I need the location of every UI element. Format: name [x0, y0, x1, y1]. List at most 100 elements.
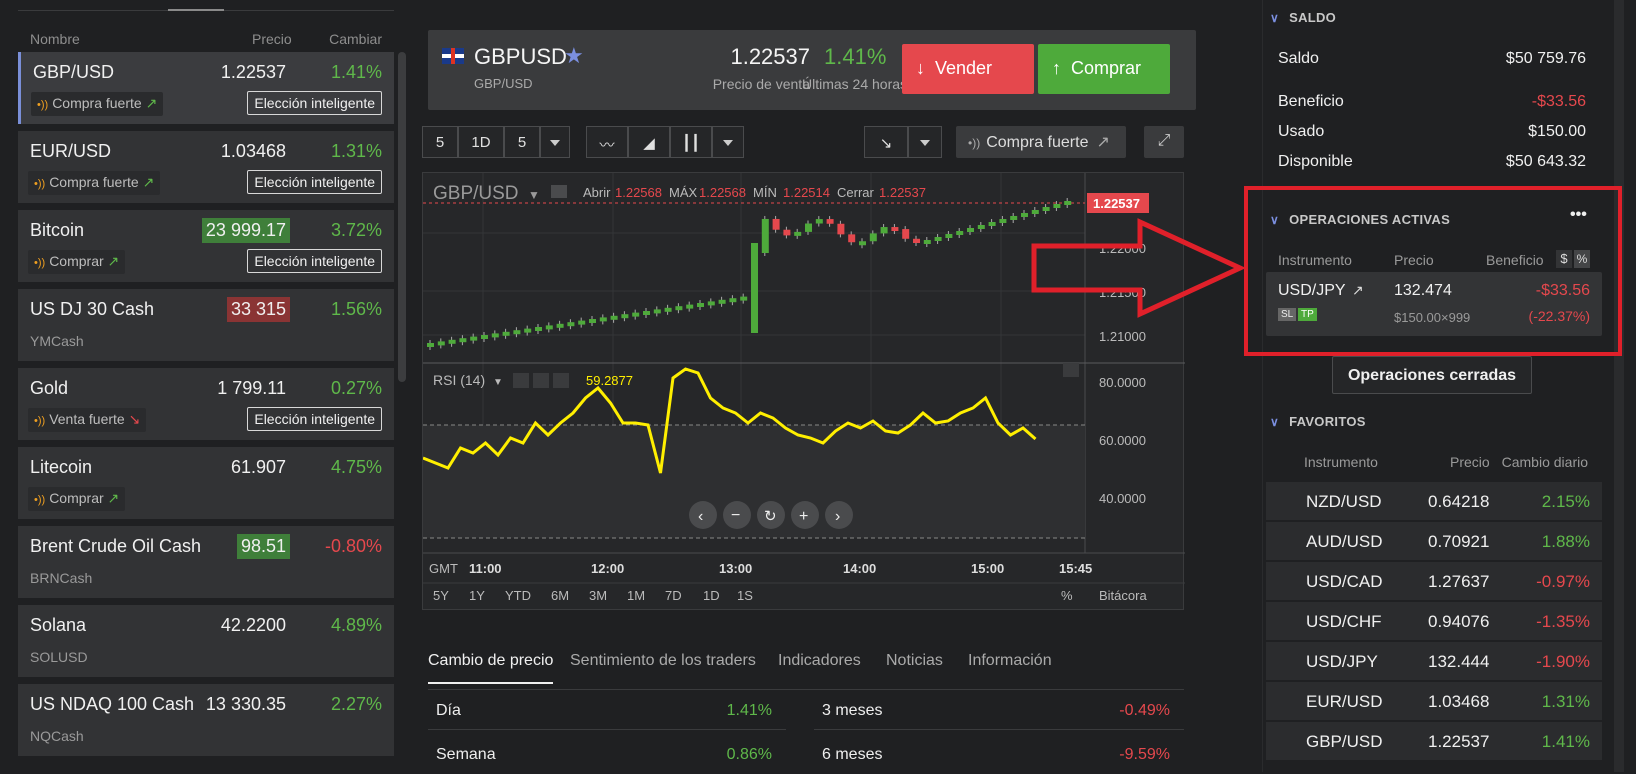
log-toggle[interactable]: Bitácora	[1099, 588, 1147, 603]
list-item[interactable]: GBP/USD 1.22537 1.41% •)) Compra fuerte ↗ Ele…	[18, 52, 394, 124]
range-button[interactable]: 1S	[737, 588, 753, 603]
smart-choice-button[interactable]: Elección inteligente	[247, 249, 382, 273]
rsi-close-icon[interactable]	[553, 373, 569, 388]
instrument-code: SOLUSD	[30, 649, 88, 665]
list-item[interactable]: Gold 1 799.11 0.27% •)) Venta fuerte ↘ Elecci…	[18, 368, 394, 440]
instrument-name: US NDAQ 100 Cash	[30, 694, 195, 714]
range-button[interactable]: YTD	[505, 588, 531, 603]
range-button[interactable]: 6M	[551, 588, 569, 603]
interval-5b-button[interactable]: 5	[504, 126, 540, 158]
instrument-change: 1.31%	[330, 141, 382, 161]
reset-icon[interactable]	[757, 501, 785, 529]
list-item[interactable]: US NDAQ 100 Cash 13 330.35 2.27% NQCash	[18, 684, 394, 756]
fav-price: 1.27637	[1428, 572, 1490, 591]
instrument-change: 1.56%	[330, 299, 382, 319]
draw-tool-dropdown[interactable]	[908, 126, 942, 158]
tab-sentiment[interactable]: Sentimiento de los traders	[570, 652, 756, 669]
favorites-header[interactable]: ∨ FAVORITOS	[1270, 414, 1366, 429]
signal-arrow-icon: ↗	[142, 174, 155, 190]
closed-trades-button[interactable]: Operaciones cerradas	[1332, 356, 1532, 394]
more-options-icon[interactable]: •••	[1570, 206, 1587, 223]
pc-label: Semana	[436, 746, 496, 763]
favorite-row[interactable]: AUD/USD 0.70921 1.88%	[1266, 522, 1602, 560]
profit-percent-toggle[interactable]: %	[1574, 250, 1590, 268]
eye-icon[interactable]	[551, 185, 567, 198]
fav-name: USD/CHF	[1306, 612, 1382, 631]
favorite-star-icon[interactable]: ★	[564, 43, 584, 68]
range-button[interactable]: 1Y	[469, 588, 485, 603]
list-scrollbar[interactable]	[398, 52, 406, 382]
sell-button[interactable]: ↓ Vender	[902, 44, 1034, 94]
list-item[interactable]: EUR/USD 1.03468 1.31% •)) Compra fuerte ↗ Ele…	[18, 131, 394, 203]
pc-value: 1.41%	[726, 702, 772, 719]
interval-dropdown[interactable]	[540, 126, 570, 158]
list-item[interactable]: Solana 42.2200 4.89% SOLUSD	[18, 605, 394, 677]
chart-instrument-label[interactable]: GBP/USD	[433, 183, 519, 204]
favorite-row[interactable]: USD/CAD 1.27637 -0.97%	[1266, 562, 1602, 600]
rsi-settings-icon[interactable]	[533, 373, 549, 388]
chart-type-dropdown[interactable]	[712, 126, 744, 158]
range-button[interactable]: 5Y	[433, 588, 449, 603]
tab-news[interactable]: Noticias	[886, 652, 943, 669]
pc-value: -9.59%	[1119, 746, 1170, 763]
right-scrollbar[interactable]	[1614, 0, 1624, 772]
chart-right-icon[interactable]	[825, 501, 853, 529]
favorite-row[interactable]: GBP/USD 1.22537 1.41%	[1266, 722, 1602, 760]
ohlc-close: 1.22537	[879, 185, 926, 200]
instrument-name: Brent Crude Oil Cash	[30, 536, 202, 556]
candle	[599, 317, 607, 322]
rsi-caret-icon[interactable]: ▼	[493, 377, 503, 388]
list-item[interactable]: US DJ 30 Cash 33 315 1.56% YMCash	[18, 289, 394, 361]
rsi-label[interactable]: RSI (14)	[433, 372, 485, 388]
fav-col-price: Precio	[1450, 454, 1490, 470]
smart-choice-button[interactable]: Elección inteligente	[247, 407, 382, 431]
candle	[632, 312, 640, 317]
smart-choice-button[interactable]: Elección inteligente	[247, 91, 382, 115]
tab-indicators[interactable]: Indicadores	[778, 652, 861, 669]
chart-nav-controls[interactable]: ‹ − ↻ + ›	[689, 501, 853, 529]
time-tick: 13:00	[719, 561, 752, 576]
active-trades-header[interactable]: ∨ OPERACIONES ACTIVAS	[1270, 212, 1450, 227]
instrument-change: 4.75%	[330, 457, 382, 477]
buy-button[interactable]: ↑ Comprar	[1038, 44, 1170, 94]
balance-header[interactable]: ∨ SALDO	[1270, 10, 1336, 25]
candle	[891, 227, 899, 232]
signal-button[interactable]: •)) Compra fuerte ↗	[956, 126, 1126, 158]
line-chart-button[interactable]: 〰	[586, 126, 628, 158]
favorite-row[interactable]: USD/JPY 132.444 -1.90%	[1266, 642, 1602, 680]
fav-change: -1.35%	[1536, 612, 1590, 631]
chart-instrument-caret-icon[interactable]: ▼	[528, 188, 540, 202]
panel-toggle-icon[interactable]	[1063, 363, 1079, 377]
list-item[interactable]: Bitcoin 23 999.17 3.72% •)) Comprar ↗ Elecció…	[18, 210, 394, 282]
candle	[772, 218, 780, 230]
draw-tool-button[interactable]: ↘	[864, 126, 908, 158]
list-item[interactable]: Litecoin 61.907 4.75% •)) Comprar ↗	[18, 447, 394, 519]
candle	[589, 319, 596, 323]
percent-toggle[interactable]: %	[1061, 588, 1073, 603]
interval-1d-button[interactable]: 1D	[458, 126, 504, 158]
area-chart-button[interactable]: ◢	[628, 126, 670, 158]
range-button[interactable]: 3M	[589, 588, 607, 603]
fav-price: 1.03468	[1428, 692, 1490, 711]
rsi-eye-icon[interactable]	[513, 373, 529, 388]
favorite-row[interactable]: NZD/USD 0.64218 2.15%	[1266, 482, 1602, 520]
tab-price-change[interactable]: Cambio de precio	[428, 652, 554, 684]
candle-chart-button[interactable]: ┃┃	[670, 126, 712, 158]
favorite-row[interactable]: USD/CHF 0.94076 -1.35%	[1266, 602, 1602, 640]
smart-choice-button[interactable]: Elección inteligente	[247, 170, 382, 194]
profit-dollar-toggle[interactable]: $	[1556, 250, 1572, 268]
range-button[interactable]: 1M	[627, 588, 645, 603]
instrument-name: Bitcoin	[30, 220, 85, 240]
active-trade-card[interactable]: USD/JPY ↗ SL TP 132.474 $150.00×999 -$33…	[1266, 272, 1602, 336]
list-item[interactable]: Brent Crude Oil Cash 98.51 -0.80% BRNCash	[18, 526, 394, 598]
range-button[interactable]: 7D	[665, 588, 682, 603]
interval-5-button[interactable]: 5	[422, 126, 458, 158]
fullscreen-button[interactable]: ⤢	[1144, 126, 1184, 158]
zoom-in-icon[interactable]	[791, 501, 819, 529]
kv-value: -$33.56	[1531, 93, 1586, 110]
tab-info[interactable]: Información	[968, 652, 1052, 669]
zoom-out-icon[interactable]	[723, 501, 751, 529]
chart-left-icon[interactable]	[689, 501, 717, 529]
range-button[interactable]: 1D	[703, 588, 720, 603]
favorite-row[interactable]: EUR/USD 1.03468 1.31%	[1266, 682, 1602, 720]
